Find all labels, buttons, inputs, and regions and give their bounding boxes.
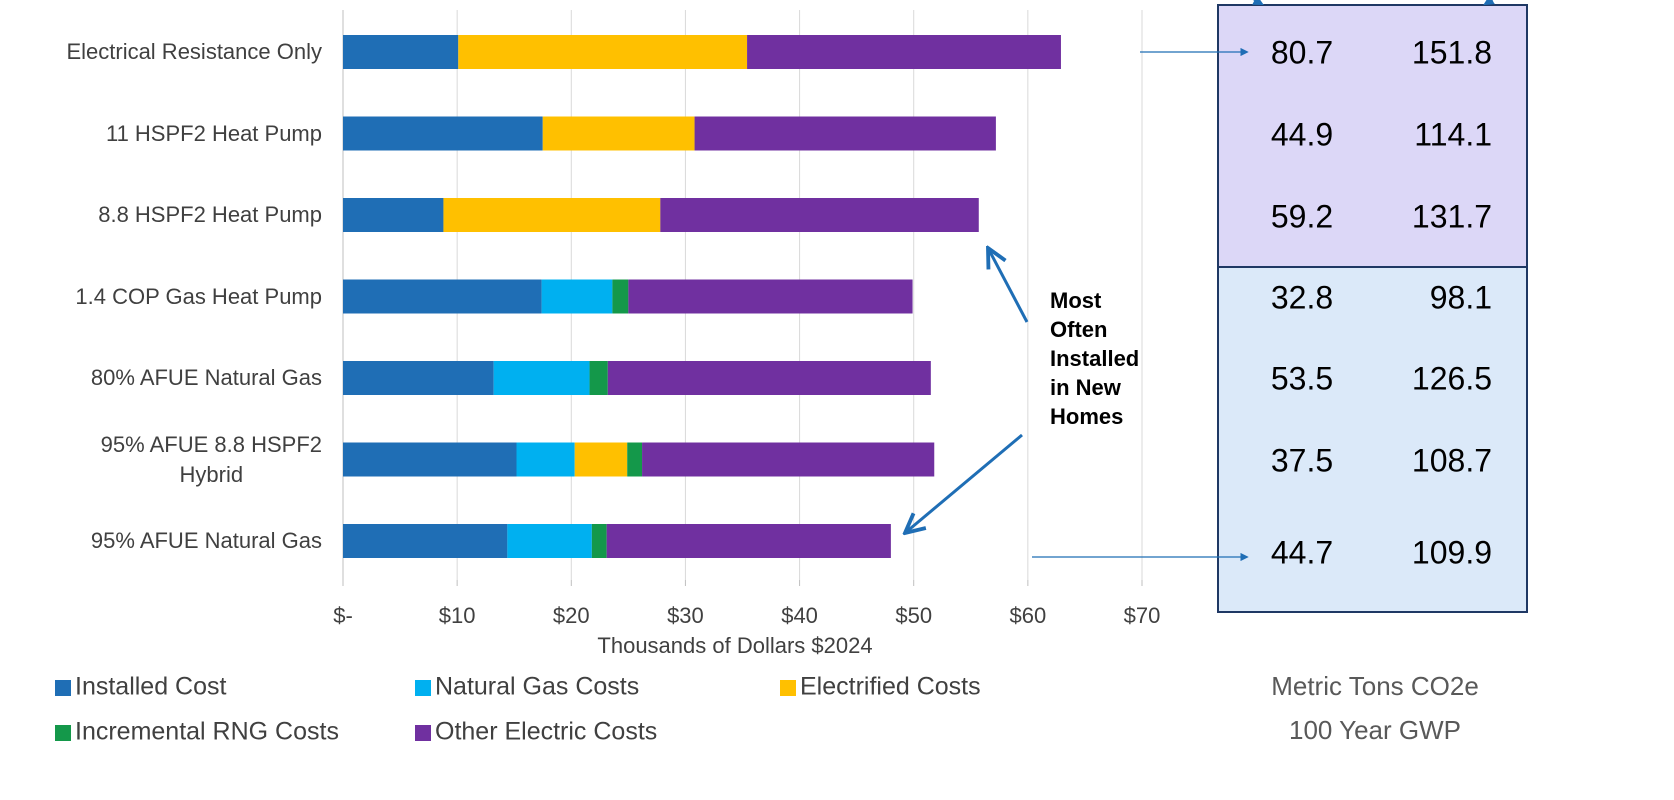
x-tick-label: $60 [1009, 603, 1046, 628]
bar-segment [507, 524, 592, 558]
legend-label: Installed Cost [75, 673, 227, 701]
y-tick-label: 95% AFUE Natural Gas [90, 528, 322, 553]
legend-label: Natural Gas Costs [435, 673, 639, 701]
x-tick-label: $50 [895, 603, 932, 628]
y-tick-label: 80% AFUE Natural Gas [90, 365, 322, 390]
legend-swatch [415, 725, 431, 741]
legend-swatch [780, 680, 796, 696]
legend-swatch [55, 725, 71, 741]
table-cell: 114.1 [1414, 116, 1492, 152]
arrow [1252, 0, 1264, 5]
bar-segment [343, 442, 517, 477]
caption: Metric Tons CO2e [1271, 671, 1479, 701]
legend-label: Incremental RNG Costs [75, 718, 339, 746]
bar-segment [607, 361, 931, 395]
table-cell: 109.9 [1412, 534, 1492, 570]
bar-segment [642, 442, 935, 477]
annotation: Most Often Installed in New Homes [1050, 288, 1140, 429]
bar-segment [343, 35, 459, 69]
bar-segment [343, 116, 543, 151]
emissions-table: 80.7 151.8 44.9 114.1 59.2 131.7 32.8 98.1 53.5 1… [1217, 4, 1528, 613]
bar-segment [574, 442, 628, 477]
x-tick-label: $- [333, 603, 353, 628]
bar-segment [627, 442, 643, 477]
table-cell: 80.7 [1271, 34, 1333, 70]
legend-label: Other Electric Costs [435, 718, 657, 746]
bar-segment [694, 116, 996, 151]
x-tick-label: $70 [1124, 603, 1161, 628]
x-tick-label: $40 [781, 603, 818, 628]
bar-segment [343, 361, 494, 395]
x-axis-label: Thousands of Dollars $2024 [597, 633, 872, 658]
legend-label: Electrified Costs [800, 673, 981, 701]
bar-segment [343, 524, 508, 558]
table-top [1217, 4, 1528, 268]
table-cell: 131.7 [1412, 198, 1492, 234]
bar-segment [493, 361, 590, 395]
bar-segment [612, 279, 629, 314]
table-cell: 37.5 [1271, 442, 1333, 478]
bar-segment [542, 116, 695, 151]
table-cell: 44.9 [1271, 116, 1333, 152]
bar-segment [589, 361, 608, 395]
bar-segment [343, 198, 444, 232]
arrow [988, 248, 1029, 323]
y-tick-label: 11 HSPF2 Heat Pump [105, 120, 322, 146]
table-cell: 32.8 [1271, 279, 1333, 315]
y-tick-label: 95% AFUE 8.8 HSPF2 Hybrid [100, 431, 322, 487]
bar-segment [443, 198, 661, 232]
arrow [905, 433, 1023, 533]
bar-segment [628, 279, 913, 314]
bar-segment [660, 198, 979, 232]
y-tick-label: 8.8 HSPF2 Heat Pump [98, 202, 322, 227]
table-cell: 53.5 [1271, 360, 1333, 396]
table-cell: 59.2 [1271, 198, 1333, 234]
table-cell: 126.5 [1412, 360, 1492, 396]
arrow [1483, 0, 1495, 6]
table-cell: 151.8 [1412, 34, 1492, 70]
table-cell: 98.1 [1430, 279, 1492, 315]
legend-swatch [415, 680, 431, 696]
y-tick-label: 1.4 COP Gas Heat Pump [75, 283, 322, 309]
table-cell: 44.7 [1271, 534, 1333, 570]
legend-swatch [55, 680, 71, 696]
bar-segment [541, 279, 613, 314]
table-cell: 108.7 [1412, 442, 1492, 478]
bar-segment [458, 35, 748, 69]
caption: 100 Year GWP [1289, 715, 1461, 745]
x-tick-label: $20 [553, 603, 590, 628]
y-tick-label: Electrical Resistance Only [66, 39, 322, 64]
bar-segment [343, 279, 542, 314]
bar-segment [606, 524, 891, 558]
x-tick-label: $10 [439, 603, 476, 628]
table-bottom [1217, 266, 1528, 613]
bar-segment [591, 524, 607, 558]
bar-segment [747, 35, 1061, 69]
x-tick-label: $30 [667, 603, 704, 628]
bar-segment [516, 442, 575, 477]
